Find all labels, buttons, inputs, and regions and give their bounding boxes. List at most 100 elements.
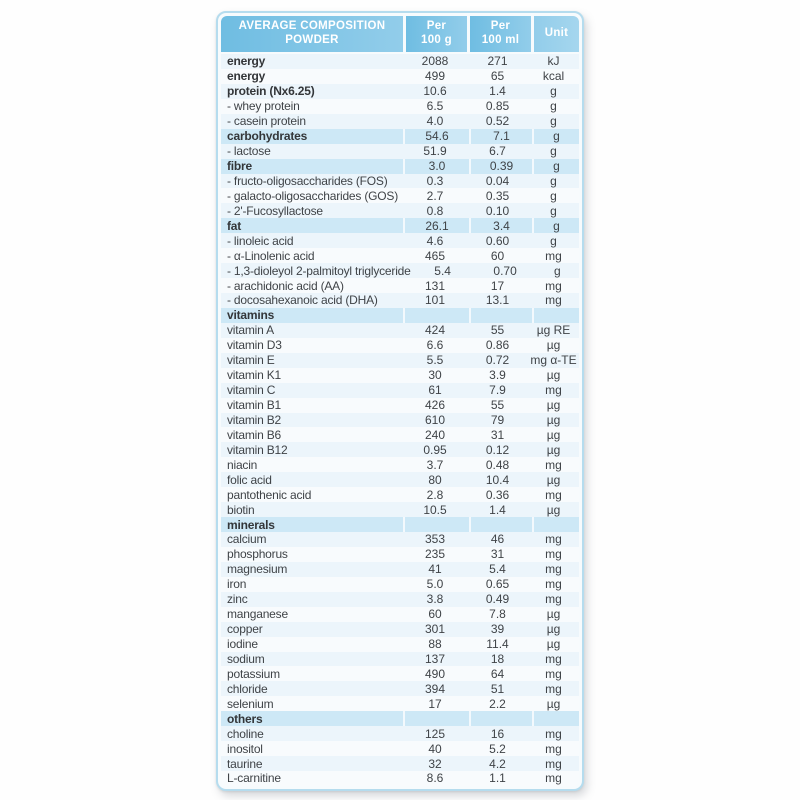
row-unit: g xyxy=(550,188,557,203)
row-unit: µg xyxy=(546,622,561,637)
row-unit: g xyxy=(550,84,557,99)
row-unit: mg xyxy=(545,248,562,263)
header-col-per-100g: Per 100 g xyxy=(406,16,467,52)
row-unit: g xyxy=(550,114,557,129)
row-per-100ml-value: 18 xyxy=(490,651,505,666)
row-per-100ml-value: 16 xyxy=(490,726,505,741)
row-per-100ml-value: 0.12 xyxy=(485,442,510,457)
row-unit: g xyxy=(550,233,557,248)
row-label: - galacto-oligosaccharides (GOS) xyxy=(227,188,399,203)
row-unit: mg xyxy=(545,577,562,592)
table-row: vitamin E 5.5 0.72 mg α-TE xyxy=(221,352,579,368)
row-per-100ml-value: 13.1 xyxy=(485,293,510,308)
row-label: biotin xyxy=(227,502,255,517)
row-unit: kJ xyxy=(547,54,560,69)
row-label: protein (Nx6.25) xyxy=(227,84,315,99)
row-label: vitamin C xyxy=(227,383,276,398)
row-per-100ml-value: 60 xyxy=(490,248,505,263)
row-per-100g-value: 61 xyxy=(428,383,442,398)
table-row: - arachidonic acid (AA) 131 17 mg xyxy=(221,278,579,293)
row-per-100g-value: 4.0 xyxy=(426,114,444,129)
row-per-100ml-value: 0.10 xyxy=(485,203,510,218)
table-row: others xyxy=(221,711,579,727)
row-unit: mg xyxy=(545,741,562,756)
row-unit: µg xyxy=(546,338,561,353)
row-per-100g-value: 6.5 xyxy=(426,99,444,114)
row-per-100ml-value: 0.52 xyxy=(485,114,510,129)
row-label: vitamin A xyxy=(227,323,274,338)
row-label: vitamin B2 xyxy=(227,412,282,427)
header-title: AVERAGE COMPOSITION POWDER xyxy=(221,16,403,52)
row-label: pantothenic acid xyxy=(227,487,312,502)
row-per-100g-value: 2088 xyxy=(421,54,449,69)
row-per-100ml-value: 0.48 xyxy=(485,457,510,472)
row-unit: g xyxy=(550,203,557,218)
row-per-100ml-value: 271 xyxy=(487,54,508,69)
row-per-100ml-value: 0.86 xyxy=(485,338,510,353)
row-unit xyxy=(532,307,579,323)
row-per-100ml-value xyxy=(469,711,532,727)
row-per-100ml-value: 5.4 xyxy=(489,562,506,577)
row-unit: g xyxy=(553,263,561,278)
row-per-100g-value: 394 xyxy=(424,681,446,696)
row-label: - α-Linolenic acid xyxy=(227,248,315,263)
row-per-100ml-value: 0.60 xyxy=(485,233,510,248)
row-per-100g-value: 41 xyxy=(428,562,442,577)
row-label: fibre xyxy=(227,159,253,174)
row-label: vitamin B12 xyxy=(227,442,288,457)
table-row: - whey protein 6.5 0.85 g xyxy=(221,98,579,114)
row-per-100ml-value: 0.39 xyxy=(469,158,532,174)
row-per-100ml-value: 55 xyxy=(490,323,505,338)
row-per-100g-value: 131 xyxy=(424,278,446,293)
row-per-100ml-value: 0.36 xyxy=(485,487,510,502)
row-per-100ml-value: 55 xyxy=(490,398,505,413)
table-row: choline 125 16 mg xyxy=(221,726,579,742)
row-unit: µg xyxy=(546,696,561,711)
table-row: - linoleic acid 4.6 0.60 g xyxy=(221,233,579,249)
row-label: niacin xyxy=(227,457,258,472)
row-per-100ml-value: 0.04 xyxy=(485,173,510,188)
row-per-100ml-value: 0.49 xyxy=(485,592,510,607)
row-unit: g xyxy=(550,144,557,159)
table-row: energy 499 65 kcal xyxy=(221,68,579,84)
row-per-100ml-value: 31 xyxy=(490,427,505,442)
row-per-100g-value: 353 xyxy=(424,532,446,547)
table-row: calcium 353 46 mg xyxy=(221,532,579,547)
row-per-100g-value: 301 xyxy=(424,622,446,637)
row-per-100g-value: 88 xyxy=(428,637,442,652)
row-label: fat xyxy=(227,218,242,233)
row-unit: mg xyxy=(545,771,562,786)
row-unit: mg xyxy=(545,278,562,293)
row-label: vitamin B1 xyxy=(227,398,282,413)
row-per-100ml-value: 0.85 xyxy=(485,99,510,114)
row-per-100ml-value: 79 xyxy=(490,412,505,427)
row-per-100ml-value: 7.9 xyxy=(489,383,506,398)
row-label: folic acid xyxy=(227,472,272,487)
table-row: - docosahexanoic acid (DHA) 101 13.1 mg xyxy=(221,293,579,308)
row-unit: µg xyxy=(546,637,561,652)
row-per-100g-value: 6.6 xyxy=(426,338,444,353)
row-per-100ml-value: 51 xyxy=(490,681,505,696)
row-label: - linoleic acid xyxy=(227,233,294,248)
table-row: vitamin B2 610 79 µg xyxy=(221,412,579,428)
row-unit: mg xyxy=(545,651,562,666)
row-per-100ml-value xyxy=(469,517,532,532)
row-per-100ml-value: 3.4 xyxy=(469,218,532,234)
row-label: - lactose xyxy=(227,144,271,159)
row-per-100g-value: 10.5 xyxy=(423,502,447,517)
row-label: energy xyxy=(227,69,266,84)
table-row: vitamin A 424 55 µg RE xyxy=(221,322,579,338)
row-per-100ml-value xyxy=(469,307,532,323)
row-unit: mg xyxy=(545,726,562,741)
row-per-100ml-value: 31 xyxy=(490,547,505,562)
table-row: protein (Nx6.25) 10.6 1.4 g xyxy=(221,83,579,99)
row-label: - whey protein xyxy=(227,99,300,114)
table-row: - lactose 51.9 6.7 g xyxy=(221,143,579,159)
table-row: vitamins xyxy=(221,307,579,323)
row-per-100ml-value: 0.70 xyxy=(493,263,517,278)
row-label: - fructo-oligosaccharides (FOS) xyxy=(227,173,388,188)
table-row: minerals xyxy=(221,517,579,532)
row-unit: mg xyxy=(545,457,562,472)
table-row: iron 5.0 0.65 mg xyxy=(221,576,579,592)
row-per-100g-value: 80 xyxy=(428,472,442,487)
